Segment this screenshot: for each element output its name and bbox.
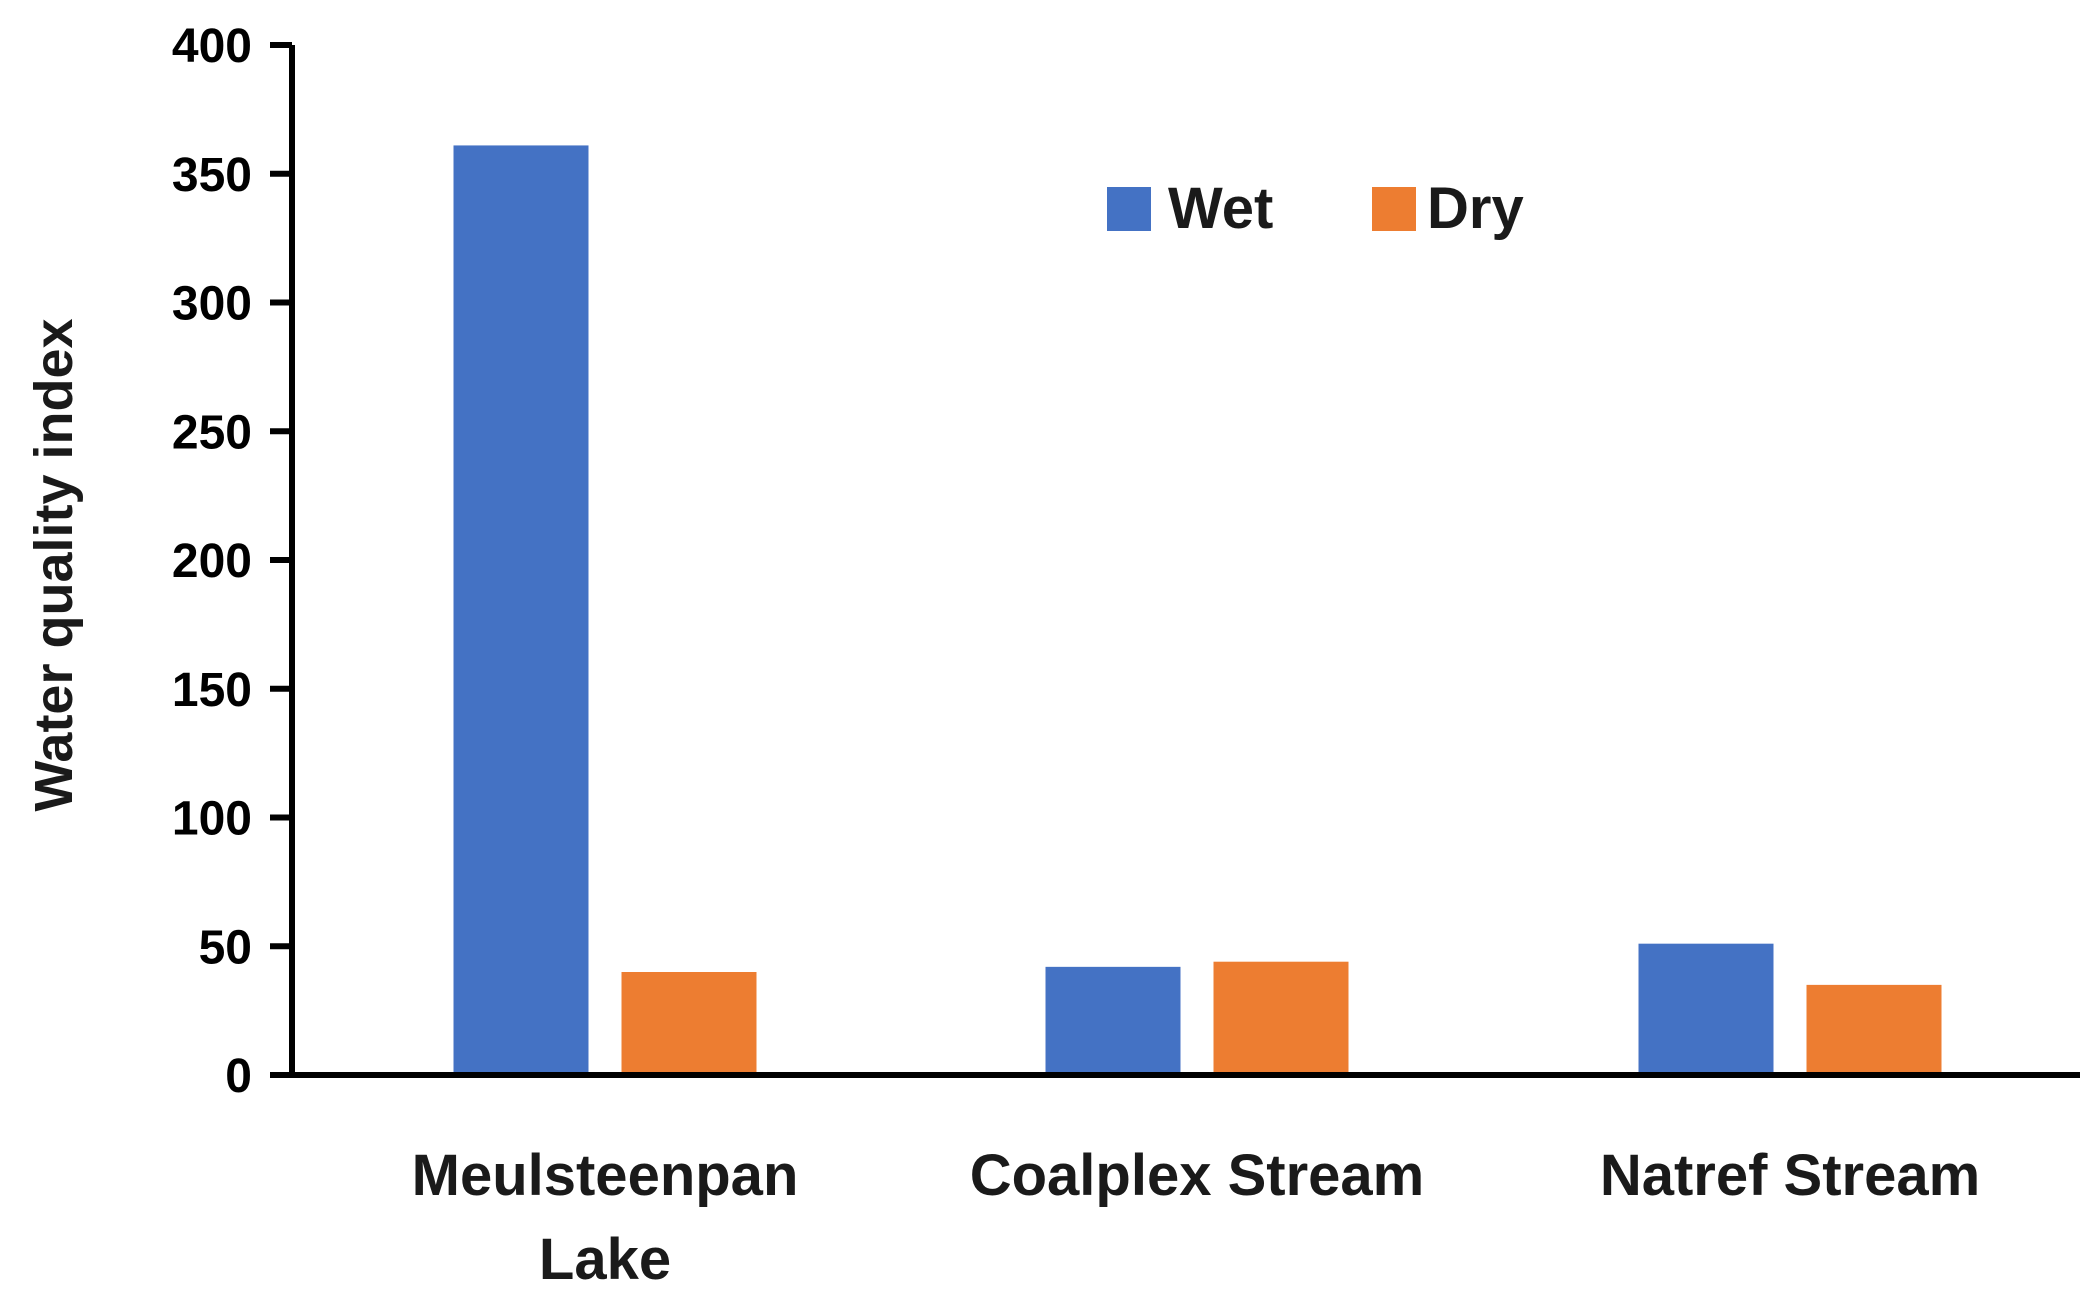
x-category-label: Coalplex Stream (970, 1143, 1425, 1208)
bar-wet-meulsteenpan-lake (453, 145, 589, 1076)
y-axis: 0 50 100 150 200 250 300 350 400 (172, 20, 295, 1103)
legend: Wet Dry (1107, 176, 1524, 241)
x-axis: Meulsteenpan Lake Coalplex Stream Natref St… (270, 1072, 2080, 1292)
x-category-label-line: Meulsteenpan (412, 1143, 799, 1208)
y-tick-label: 250 (172, 406, 252, 459)
x-category-label-line: Natref Stream (1600, 1143, 1980, 1208)
legend-swatch-wet (1107, 187, 1151, 231)
legend-label-wet: Wet (1168, 176, 1273, 241)
bar-dry-meulsteenpan-lake (621, 972, 757, 1075)
y-tick-label: 0 (225, 1050, 252, 1103)
x-category-label-line: Lake (539, 1227, 671, 1292)
y-tick-label: 300 (172, 278, 252, 331)
y-tick-label: 100 (172, 793, 252, 846)
bar-wet-natref-stream (1638, 943, 1774, 1075)
x-category-label: Meulsteenpan Lake (412, 1143, 799, 1292)
legend-label-dry: Dry (1427, 176, 1524, 241)
x-category-label-line: Coalplex Stream (970, 1143, 1425, 1208)
x-category-label: Natref Stream (1600, 1143, 1980, 1208)
y-tick-label: 50 (199, 921, 252, 974)
y-tick-label: 150 (172, 664, 252, 717)
bar-wet-coalplex-stream (1045, 966, 1181, 1075)
legend-swatch-dry (1372, 187, 1416, 231)
y-tick-label: 400 (172, 20, 252, 73)
bars-group (453, 145, 1942, 1076)
y-axis-title: Water quality index (24, 318, 84, 811)
bar-dry-coalplex-stream (1213, 961, 1349, 1075)
y-tick-label: 350 (172, 149, 252, 202)
y-tick-label: 200 (172, 535, 252, 588)
bar-dry-natref-stream (1806, 984, 1942, 1075)
